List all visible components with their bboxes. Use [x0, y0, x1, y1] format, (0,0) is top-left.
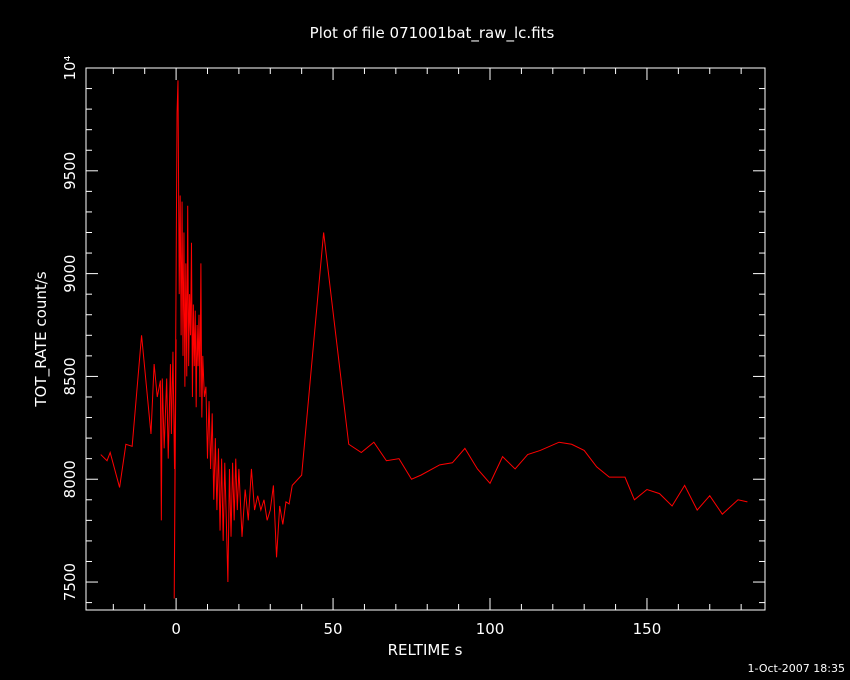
x-tick-label: 100: [476, 620, 505, 638]
x-tick-label: 150: [633, 620, 662, 638]
y-tick-label: 8000: [61, 460, 79, 498]
y-tick-label: 8500: [61, 357, 79, 395]
x-tick-label: 50: [324, 620, 343, 638]
y-tick-label: 10⁴: [61, 55, 79, 80]
y-axis-label: TOT_RATE count/s: [32, 271, 51, 407]
chart-title: Plot of file 071001bat_raw_lc.fits: [310, 24, 555, 43]
plot-frame: [85, 67, 766, 611]
x-axis-label: RELTIME s: [388, 641, 463, 659]
footer: 1-Oct-2007 18:35: [748, 662, 845, 675]
y-tick-label: 9500: [61, 152, 79, 190]
data-line: [100, 80, 748, 599]
y-tick-label: 7500: [61, 563, 79, 601]
x-tick-label: 0: [171, 620, 181, 638]
y-tick-label: 9000: [61, 255, 79, 293]
